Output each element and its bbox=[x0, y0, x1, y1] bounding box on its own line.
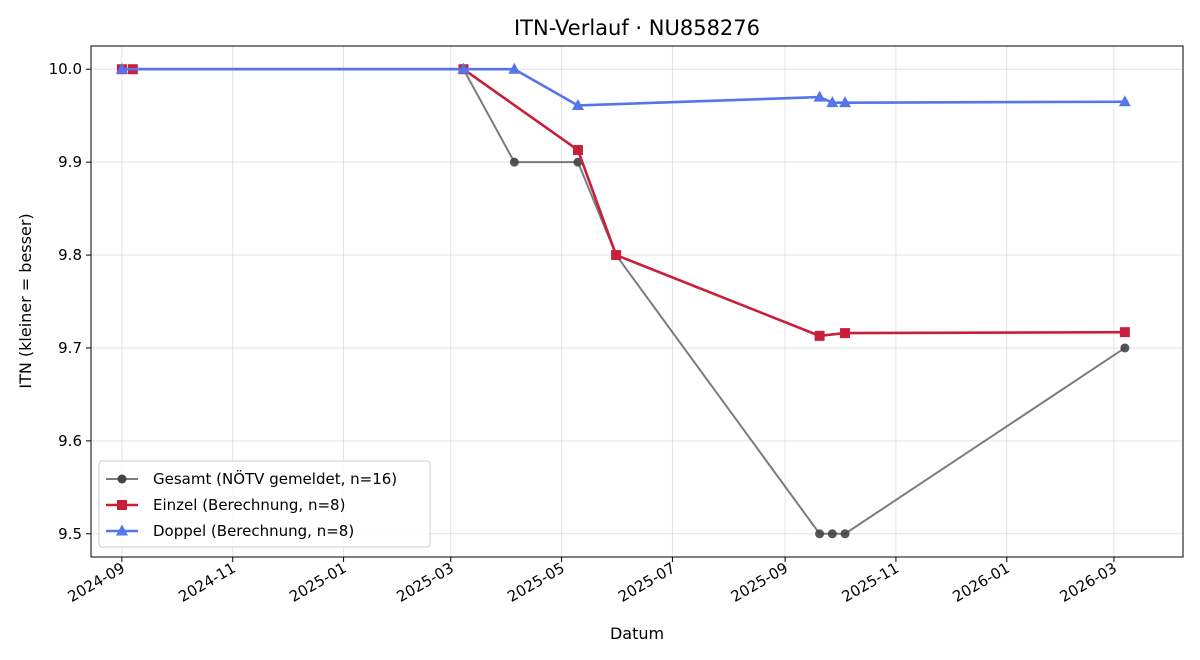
data-point bbox=[509, 157, 519, 167]
legend-label: Gesamt (NÖTV gemeldet, n=16) bbox=[153, 469, 397, 488]
data-point bbox=[840, 529, 850, 539]
data-point bbox=[1118, 95, 1131, 107]
x-tick-label: 2025-03 bbox=[393, 559, 456, 606]
data-point bbox=[508, 62, 521, 74]
x-tick-label: 2025-11 bbox=[839, 559, 902, 606]
data-point bbox=[457, 62, 470, 74]
y-tick-label: 9.6 bbox=[58, 432, 82, 450]
y-tick-label: 9.7 bbox=[58, 339, 82, 357]
x-tick-label: 2024-11 bbox=[175, 559, 238, 606]
series-3 bbox=[115, 62, 1131, 110]
legend-marker bbox=[117, 474, 127, 484]
data-point bbox=[815, 529, 825, 539]
x-axis-label: Datum bbox=[610, 624, 664, 643]
legend-entry: Doppel (Berechnung, n=8) bbox=[106, 522, 354, 540]
data-point bbox=[1120, 343, 1130, 353]
legend-box bbox=[98, 460, 431, 548]
plot-frame bbox=[90, 45, 1184, 558]
y-axis-label: ITN (kleiner = besser) bbox=[16, 213, 35, 388]
series-layer bbox=[115, 62, 1131, 539]
y-tick-label: 9.8 bbox=[58, 246, 82, 264]
x-tick-label: 2024-09 bbox=[65, 559, 128, 606]
legend-entry: Gesamt (NÖTV gemeldet, n=16) bbox=[106, 469, 397, 488]
data-point bbox=[813, 90, 826, 102]
legend-entry: Einzel (Berechnung, n=8) bbox=[106, 496, 345, 514]
x-tick-label: 2026-01 bbox=[949, 559, 1012, 606]
legend: Gesamt (NÖTV gemeldet, n=16) Einzel (Bere… bbox=[98, 460, 431, 548]
data-point bbox=[611, 250, 622, 261]
data-point bbox=[814, 330, 825, 341]
y-tick-label: 9.9 bbox=[58, 153, 82, 171]
data-point bbox=[840, 328, 851, 339]
y-tick-label: 10.0 bbox=[49, 60, 82, 78]
x-tick-label: 2025-07 bbox=[615, 559, 678, 606]
x-tick-label: 2026-03 bbox=[1057, 559, 1120, 606]
legend-label: Doppel (Berechnung, n=8) bbox=[153, 522, 354, 540]
chart-title: ITN-Verlauf · NU858276 bbox=[514, 16, 760, 40]
y-tick-label: 9.5 bbox=[58, 525, 82, 543]
x-tick-label: 2025-09 bbox=[728, 559, 791, 606]
x-tick-label: 2025-01 bbox=[286, 559, 349, 606]
data-point bbox=[826, 96, 839, 108]
series-2 bbox=[116, 64, 1130, 341]
series-line bbox=[121, 67, 1125, 107]
data-point bbox=[839, 96, 852, 108]
legend-marker bbox=[117, 500, 127, 510]
data-point bbox=[115, 62, 128, 74]
data-point bbox=[572, 145, 583, 156]
series-line bbox=[121, 67, 1125, 338]
legend-label: Einzel (Berechnung, n=8) bbox=[153, 496, 345, 514]
data-point bbox=[827, 529, 837, 539]
x-tick-label: 2025-05 bbox=[504, 559, 567, 606]
data-point bbox=[1119, 327, 1130, 338]
legend-marker bbox=[116, 524, 128, 536]
data-point bbox=[571, 98, 584, 110]
